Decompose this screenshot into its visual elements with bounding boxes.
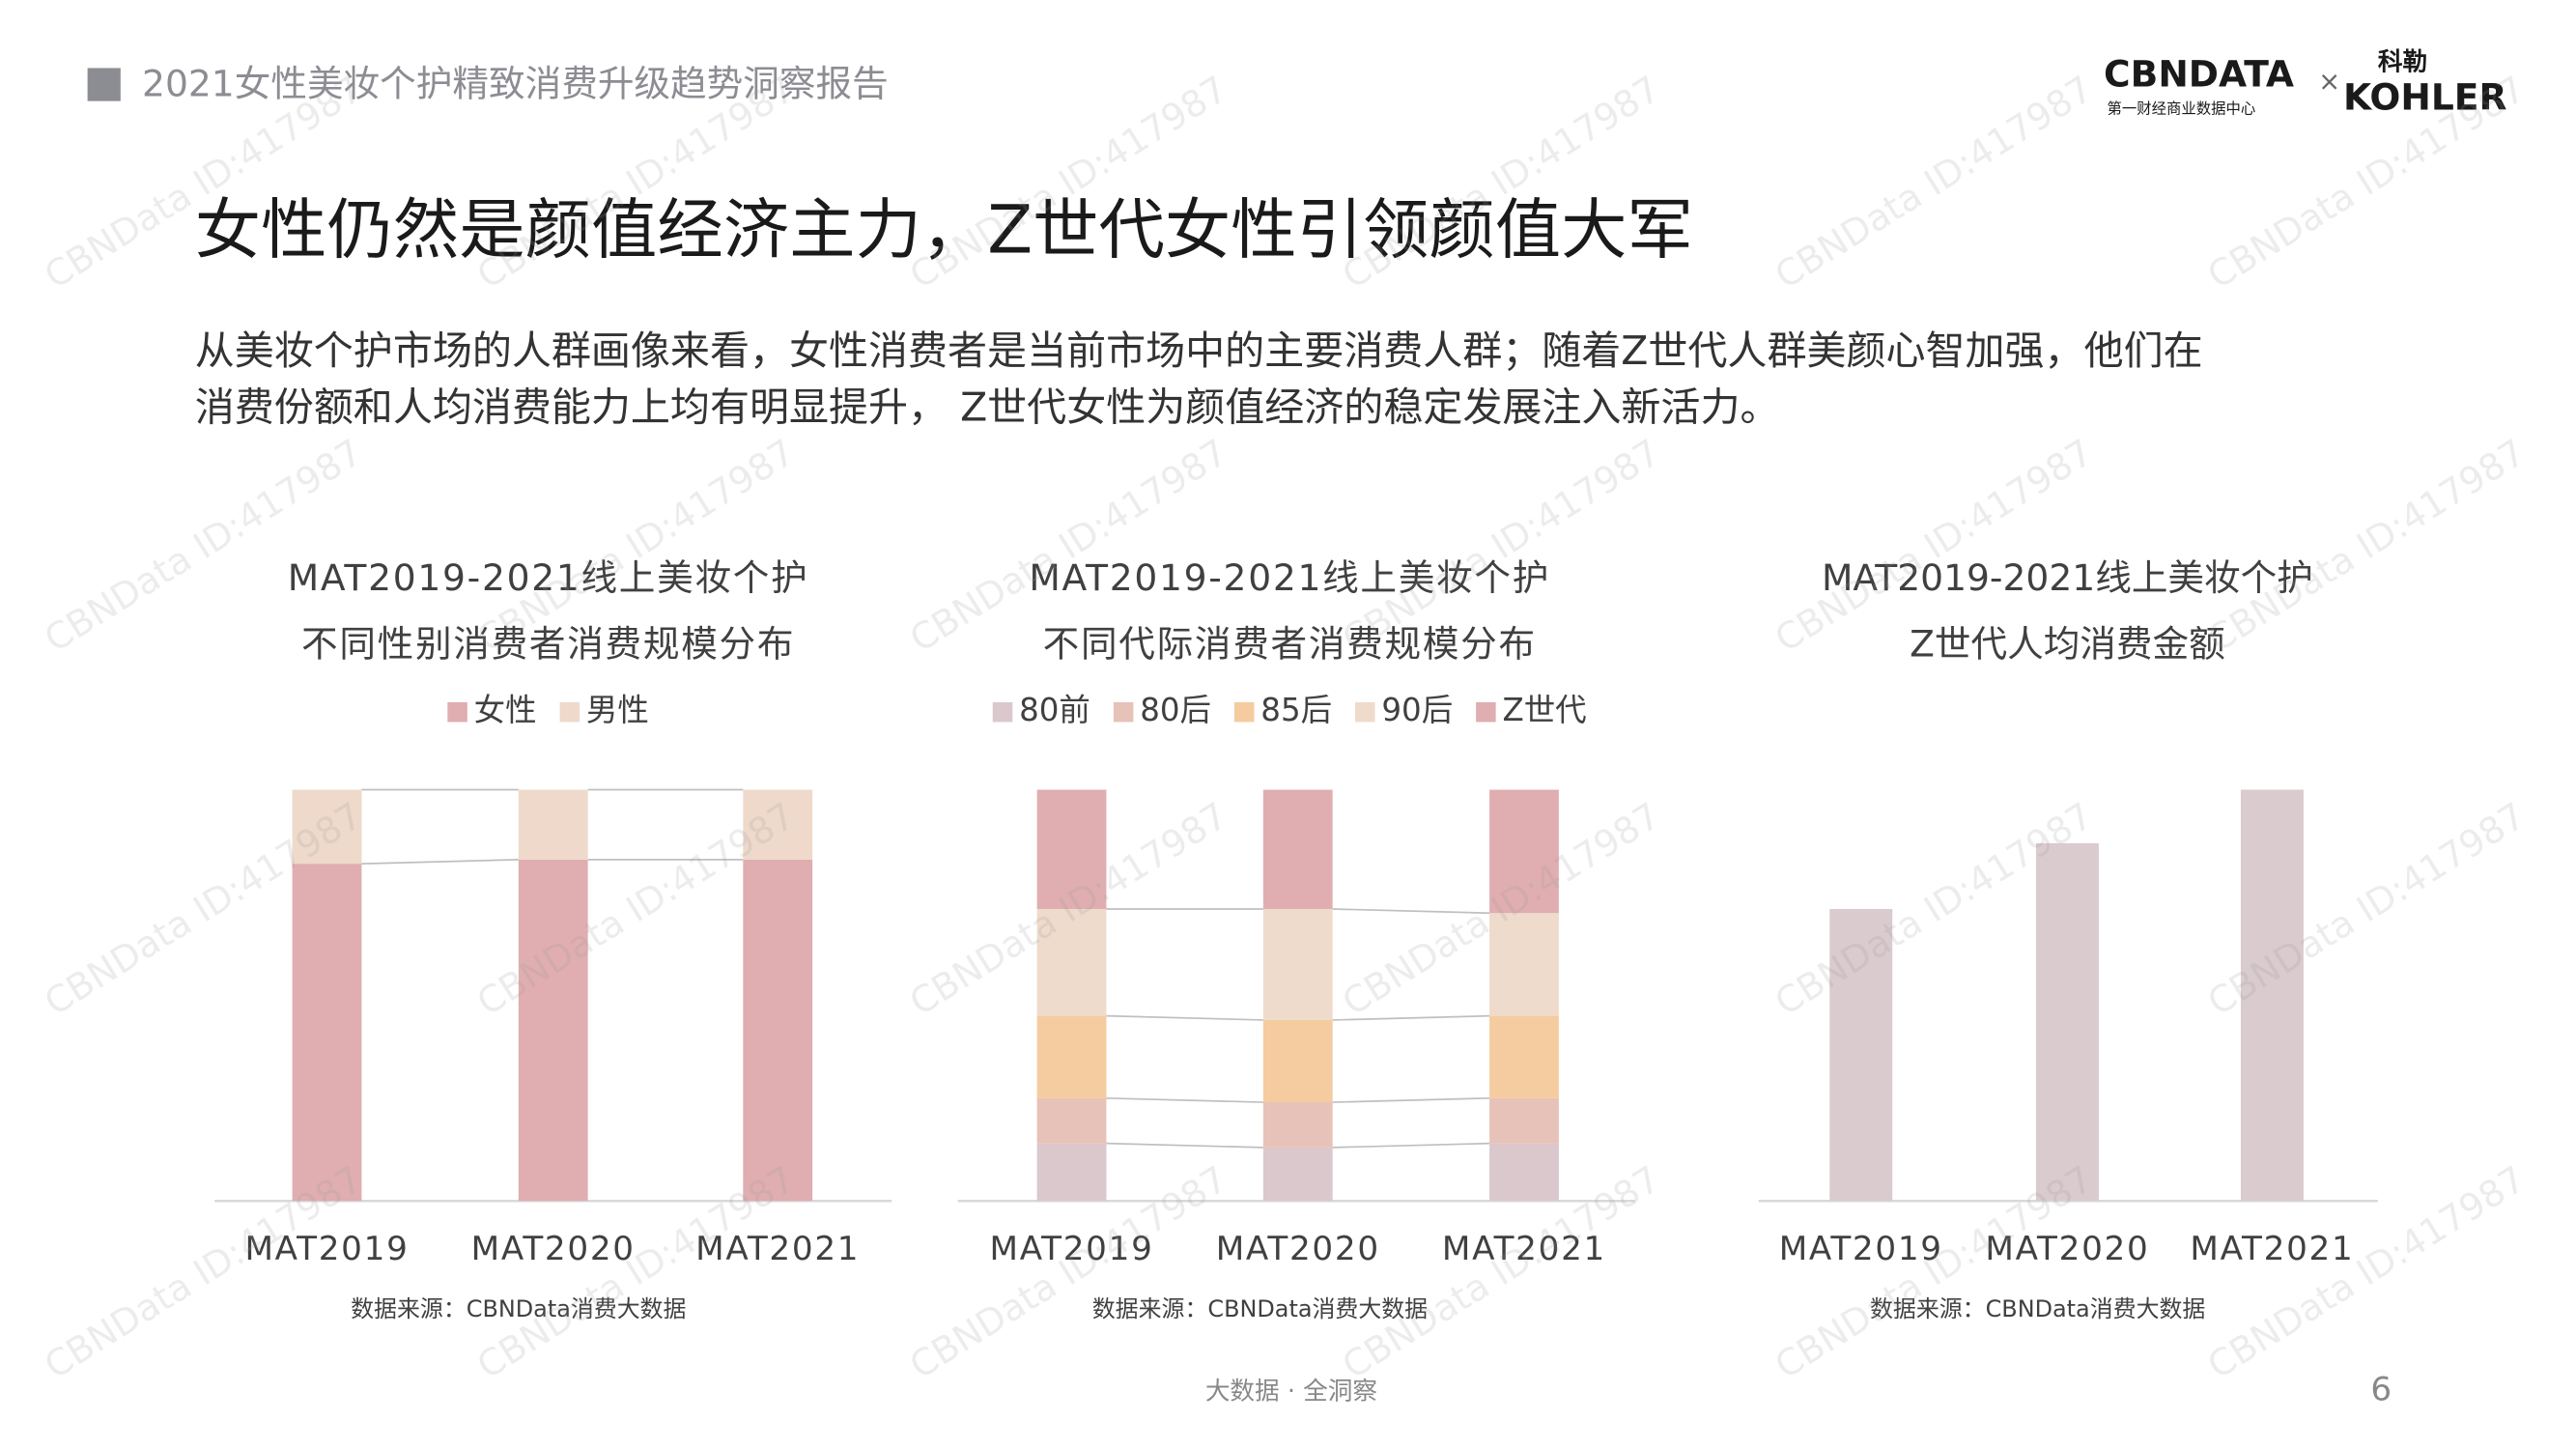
bar-segment <box>292 789 362 865</box>
chart-title: 不同代际消费者消费规模分布 <box>1043 622 1537 665</box>
legend-label: 女性 <box>474 692 537 728</box>
bar-segment <box>1489 789 1559 914</box>
x-tick-label: MAT2021 <box>695 1230 860 1268</box>
bar-segment <box>518 789 588 860</box>
bar <box>1829 908 1893 1202</box>
legend-label: 90后 <box>1381 692 1453 728</box>
page-number: 6 <box>2370 1370 2392 1408</box>
legend-swatch <box>1355 701 1375 723</box>
connector-line <box>1106 1142 1263 1149</box>
connector-line <box>1332 1014 1490 1021</box>
bar-segment <box>1036 1015 1107 1098</box>
x-tick-label: MAT2021 <box>1442 1230 1606 1268</box>
x-tick-label: MAT2020 <box>1216 1230 1380 1268</box>
connector-line <box>1332 1096 1490 1103</box>
logo-brand-sub: 第一财经商业数据中心 <box>2107 100 2255 118</box>
chart-title: 不同性别消费者消费规模分布 <box>301 622 795 665</box>
x-tick-label: MAT2020 <box>1985 1230 2149 1268</box>
bar-segment <box>1262 1147 1333 1202</box>
bar-segment <box>1036 1143 1107 1202</box>
logo-partner: KOHLER <box>2343 75 2507 118</box>
connector-line <box>1106 1014 1263 1021</box>
bar-segment <box>1262 1102 1333 1148</box>
source-note: 数据来源：CBNData消费大数据 <box>1092 1295 1428 1322</box>
logo-brand: CBNDATA <box>2104 52 2294 95</box>
chart-title: MAT2019-2021线上美妆个护 <box>288 556 809 599</box>
bar-segment <box>292 864 362 1202</box>
connector-line <box>1332 1142 1490 1149</box>
bar-segment <box>1036 908 1107 1016</box>
connector-line <box>1332 908 1490 915</box>
bar-segment <box>1489 1015 1559 1098</box>
legend-swatch <box>992 701 1013 723</box>
bar-segment <box>1489 1097 1559 1144</box>
x-tick-label: MAT2021 <box>2190 1230 2354 1268</box>
logo-partner-cn: 科勒 <box>2378 47 2427 76</box>
bar-segment <box>1036 789 1107 909</box>
slide-title: 女性仍然是颜值经济主力，Z世代女性引领颜值大军 <box>195 193 1693 270</box>
bar-segment <box>518 859 588 1202</box>
legend-swatch <box>1233 701 1255 723</box>
legend-label: 男性 <box>586 692 649 728</box>
legend-label: Z世代 <box>1502 692 1586 728</box>
header-marker <box>87 68 121 101</box>
footer: 大数据 · 全洞察 <box>1205 1378 1377 1406</box>
bar-segment <box>1262 789 1333 909</box>
bar-segment <box>743 859 813 1202</box>
bar-segment <box>743 789 813 860</box>
header: 2021女性美妆个护精致消费升级趋势洞察报告 <box>142 63 889 105</box>
bar <box>2035 842 2099 1202</box>
bar-segment <box>1262 908 1333 1020</box>
chart-title: MAT2019-2021线上美妆个护 <box>1822 556 2313 599</box>
chart-title: MAT2019-2021线上美妆个护 <box>1029 556 1550 599</box>
x-tick-label: MAT2019 <box>244 1230 409 1268</box>
legend-label: 80后 <box>1140 692 1211 728</box>
legend-label: 85后 <box>1260 692 1332 728</box>
source-note: 数据来源：CBNData消费大数据 <box>1870 1295 2205 1322</box>
legend-swatch <box>1476 701 1496 723</box>
connector-line <box>361 859 519 866</box>
legend-label: 80前 <box>1019 692 1090 728</box>
connector-line <box>1106 1096 1263 1103</box>
bar-segment <box>1489 913 1559 1016</box>
bar-segment <box>1262 1019 1333 1103</box>
legend-swatch <box>447 701 467 723</box>
x-tick-label: MAT2020 <box>471 1230 636 1268</box>
chart-title: Z世代人均消费金额 <box>1910 622 2225 665</box>
bar-segment <box>1489 1143 1559 1202</box>
source-note: 数据来源：CBNData消费大数据 <box>351 1295 686 1322</box>
paragraph-line: 从美妆个护市场的人群画像来看，女性消费者是当前市场中的主要消费人群；随着Z世代人… <box>195 327 2203 374</box>
x-tick-label: MAT2019 <box>1779 1230 1943 1268</box>
logo-times: × <box>2318 67 2340 97</box>
bar-segment <box>1036 1097 1107 1144</box>
legend-swatch <box>1113 701 1134 723</box>
bar <box>2240 789 2304 1202</box>
legend-swatch <box>559 701 580 723</box>
x-tick-label: MAT2019 <box>989 1230 1153 1268</box>
paragraph-line: 消费份额和人均消费能力上均有明显提升， Z世代女性为颜值经济的稳定发展注入新活力… <box>195 384 1780 430</box>
